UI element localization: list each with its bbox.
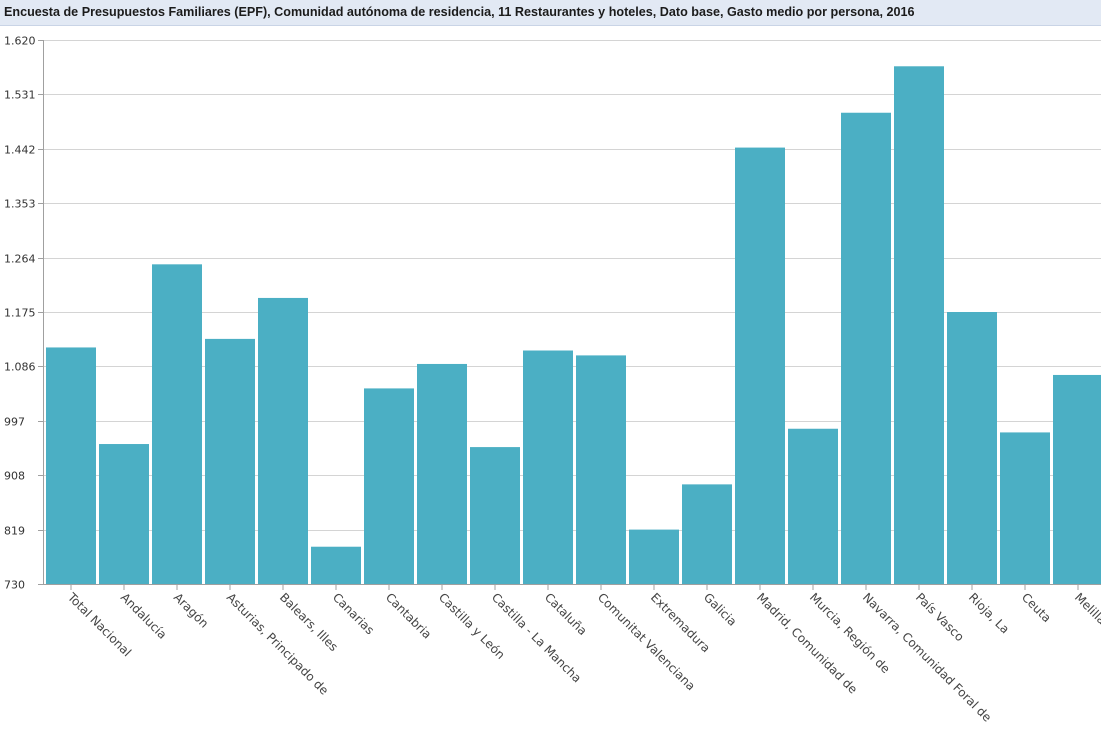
- x-tick-label: Melilla: [1072, 590, 1101, 627]
- bar: [576, 355, 626, 584]
- x-tick-label: Galicia: [701, 590, 740, 629]
- x-tick-label: Asturias, Principado de: [224, 590, 331, 697]
- y-tick-label: 908: [4, 470, 25, 483]
- x-tick-label: Canarias: [330, 590, 377, 637]
- bar: [311, 546, 361, 584]
- x-tick-label: Cataluña: [542, 590, 590, 638]
- y-tick-label: 1.264: [4, 253, 36, 266]
- bar: [629, 529, 679, 584]
- y-tick-label: 1.353: [4, 198, 36, 211]
- bar: [152, 264, 202, 584]
- bar: [46, 347, 96, 584]
- y-tick-label: 1.175: [4, 307, 36, 320]
- x-tick-label: Castilla - La Mancha: [489, 590, 584, 685]
- y-tick-label: 1.442: [4, 144, 36, 157]
- bar: [841, 112, 891, 585]
- bar: [1000, 432, 1050, 584]
- bar: [417, 363, 467, 584]
- y-tick-label: 1.086: [4, 361, 36, 374]
- bar: [523, 350, 573, 584]
- bar: [735, 147, 785, 585]
- x-tick-label: Andalucía: [118, 590, 170, 642]
- bar: [364, 388, 414, 584]
- bar: [1053, 374, 1101, 584]
- y-tick-label: 997: [4, 416, 25, 429]
- chart-title: Encuesta de Presupuestos Familiares (EPF…: [4, 5, 915, 19]
- bar: [682, 484, 732, 584]
- x-tick-label: Rioja, La: [966, 590, 1012, 636]
- y-tick-label: 1.620: [4, 35, 36, 48]
- bar: [258, 297, 308, 584]
- y-tick-label: 1.531: [4, 89, 36, 102]
- x-tick-label: Ceuta: [1019, 590, 1054, 625]
- x-tick-label: Aragón: [171, 590, 211, 630]
- bar: [947, 312, 997, 584]
- x-tick-label: País Vasco: [913, 590, 967, 644]
- y-axis: 730 819 908 997 1.086 1.175 1.264 1.353 1.442 1.5…: [4, 35, 44, 592]
- bar: [99, 444, 149, 584]
- bar: [470, 447, 520, 584]
- bar: [205, 338, 255, 584]
- x-tick-label: Cantabria: [383, 590, 434, 641]
- x-tick-label: Madrid, Comunidad de: [754, 590, 860, 696]
- y-tick-label: 730: [4, 579, 25, 592]
- chart-title-bar: Encuesta de Presupuestos Familiares (EPF…: [0, 0, 1101, 26]
- x-tick-label: Comunitat Valenciana: [595, 590, 698, 693]
- bars: [46, 66, 1101, 585]
- y-tick-label: 819: [4, 525, 25, 538]
- bar: [788, 428, 838, 584]
- bar: [894, 66, 944, 585]
